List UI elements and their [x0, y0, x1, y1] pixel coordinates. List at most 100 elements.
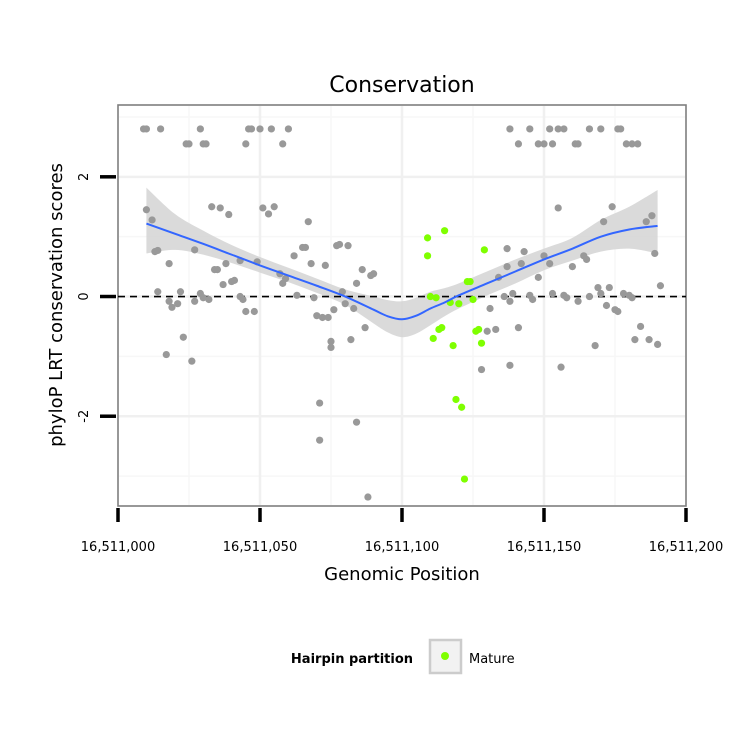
- data-point-other: [500, 292, 508, 301]
- data-point-other: [477, 365, 486, 374]
- y-tick-label: -2: [77, 410, 92, 423]
- data-points: [139, 125, 665, 501]
- data-point-other: [168, 303, 176, 311]
- data-point-other: [330, 306, 338, 314]
- data-point-other: [267, 125, 275, 133]
- data-point-other: [483, 327, 491, 335]
- data-point-other: [188, 357, 196, 365]
- data-point-other: [506, 361, 514, 369]
- data-point-other: [191, 297, 199, 305]
- data-point-other: [648, 212, 656, 220]
- data-point-other: [628, 294, 636, 302]
- data-point-other: [585, 125, 594, 133]
- data-point-mature: [426, 292, 434, 301]
- data-point-other: [205, 295, 213, 304]
- data-point-other: [597, 289, 605, 298]
- data-point-other: [213, 265, 221, 274]
- data-point-other: [293, 291, 301, 299]
- data-point-other: [327, 337, 335, 346]
- x-axis-title: Genomic Position: [324, 564, 480, 585]
- data-point-other: [165, 260, 173, 268]
- data-point-mature: [455, 300, 463, 308]
- confidence-ribbon: [146, 187, 658, 338]
- data-point-mature: [475, 325, 483, 334]
- data-point-other: [631, 336, 639, 344]
- data-point-other: [534, 140, 542, 148]
- data-point-other: [520, 248, 528, 256]
- legend-title: Hairpin partition: [291, 652, 413, 667]
- data-point-mature: [466, 277, 474, 286]
- data-point-other: [645, 336, 653, 344]
- data-point-other: [344, 242, 352, 250]
- data-point-mature: [458, 403, 466, 411]
- data-point-other: [242, 307, 250, 316]
- data-point-other: [514, 324, 523, 332]
- data-point-other: [352, 418, 361, 426]
- data-point-other: [636, 322, 645, 331]
- data-point-other: [148, 216, 156, 224]
- data-point-mature: [423, 252, 432, 260]
- legend: Hairpin partition Mature: [291, 638, 515, 675]
- data-point-other: [247, 125, 256, 133]
- data-point-other: [583, 255, 591, 264]
- data-point-other: [617, 125, 625, 133]
- data-point-other: [191, 246, 199, 254]
- data-point-other: [651, 249, 659, 258]
- smooth-trend-line: [146, 222, 658, 321]
- data-point-mature: [452, 395, 460, 404]
- data-point-other: [492, 325, 500, 334]
- data-point-other: [514, 140, 523, 148]
- data-point-other: [656, 282, 665, 290]
- data-point-other: [554, 125, 562, 133]
- y-tick-label: 2: [77, 173, 92, 181]
- data-point-other: [216, 204, 224, 212]
- data-point-other: [548, 289, 557, 298]
- data-point-other: [222, 260, 230, 268]
- data-point-other: [316, 436, 324, 444]
- data-point-other: [546, 260, 554, 268]
- data-point-other: [352, 279, 361, 287]
- data-point-other: [591, 342, 599, 350]
- y-axis: -2 0 2: [77, 173, 116, 423]
- data-point-other: [327, 343, 335, 351]
- data-point-other: [301, 243, 310, 252]
- data-point-other: [239, 295, 247, 304]
- data-point-mature: [429, 334, 437, 343]
- data-point-other: [503, 245, 511, 253]
- data-point-other: [154, 246, 162, 255]
- data-point-other: [324, 313, 332, 322]
- x-axis: 16,511,000 16,511,050 16,511,100 16,511,150…: [81, 508, 723, 555]
- legend-key-box: [428, 638, 463, 675]
- y-tick-label: 0: [77, 292, 92, 300]
- x-tick-label: 16,511,200: [649, 540, 723, 555]
- data-point-other: [341, 300, 349, 308]
- data-point-other: [503, 262, 511, 271]
- data-point-other: [281, 274, 290, 283]
- data-point-other: [585, 292, 594, 301]
- data-point-other: [554, 204, 562, 212]
- data-point-other: [534, 273, 542, 281]
- data-point-mature: [460, 475, 469, 483]
- data-point-other: [654, 340, 662, 349]
- data-point-other: [196, 125, 204, 133]
- data-point-other: [540, 140, 548, 148]
- data-point-mature: [432, 294, 440, 302]
- legend-key-mature: [441, 652, 449, 660]
- data-point-other: [594, 283, 602, 292]
- data-point-other: [185, 140, 193, 148]
- data-point-other: [619, 289, 628, 298]
- data-point-other: [568, 262, 577, 271]
- data-point-other: [179, 333, 187, 341]
- data-point-other: [634, 140, 642, 148]
- data-point-other: [318, 313, 327, 322]
- data-point-other: [597, 125, 605, 133]
- data-point-other: [361, 324, 369, 332]
- data-point-other: [548, 140, 557, 148]
- data-point-other: [557, 363, 565, 371]
- data-point-other: [506, 297, 514, 305]
- data-point-other: [335, 240, 344, 249]
- data-point-other: [608, 203, 616, 211]
- y-axis-title: phyloP LRT conservation scores: [46, 163, 67, 447]
- data-point-other: [540, 252, 548, 260]
- data-point-other: [358, 265, 366, 274]
